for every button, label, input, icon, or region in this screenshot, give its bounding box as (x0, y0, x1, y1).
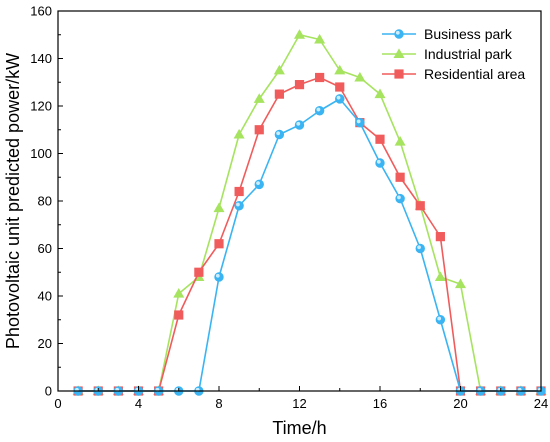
data-point (214, 239, 224, 249)
data-point (194, 267, 204, 277)
data-point (454, 278, 467, 289)
data-point-highlight (437, 316, 442, 321)
x-tick-label: 0 (54, 396, 61, 411)
x-tick-label: 12 (292, 396, 306, 411)
y-axis-title: Photovoltaic unit predicted power/kW (3, 53, 23, 349)
y-tick-label: 140 (30, 51, 52, 66)
data-point-highlight (296, 121, 301, 126)
plot-frame (57, 10, 542, 392)
y-tick-label: 80 (38, 194, 52, 209)
legend-item: Residential area (382, 66, 525, 82)
data-point (294, 80, 305, 90)
data-point-highlight (376, 159, 381, 164)
data-point (335, 82, 345, 92)
data-point (415, 201, 425, 211)
x-tick-label: 16 (373, 396, 387, 411)
data-point (314, 33, 326, 44)
x-tick-label: 4 (135, 396, 142, 411)
plot-area (58, 11, 541, 391)
data-point-highlight (236, 202, 240, 207)
x-axis-title: Time/h (272, 418, 326, 438)
legend-marker (394, 29, 404, 39)
legend-marker (394, 69, 404, 79)
data-point (254, 125, 264, 135)
data-point (415, 243, 425, 254)
data-point (315, 72, 325, 83)
data-point (174, 310, 184, 320)
legend: Business park Industrial park Residential … (382, 26, 525, 82)
data-point-highlight (215, 273, 220, 278)
legend-marker (393, 48, 405, 59)
data-point (314, 106, 325, 116)
data-point (253, 93, 265, 103)
data-point (213, 202, 225, 213)
x-tick-label: 20 (453, 396, 467, 411)
data-point (234, 186, 244, 197)
data-point-highlight (336, 95, 341, 100)
data-point (254, 179, 264, 190)
x-tick-label: 24 (534, 396, 548, 411)
data-point (435, 232, 445, 242)
data-point (435, 315, 446, 325)
data-point (294, 120, 305, 130)
data-point-highlight (276, 131, 281, 136)
legend-label: Industrial park (424, 46, 513, 62)
y-tick-label: 60 (38, 241, 52, 256)
legend-marker-highlight (395, 30, 400, 35)
y-tick-label: 20 (38, 336, 52, 351)
legend-item: Business park (382, 26, 513, 42)
data-point-highlight (397, 195, 401, 200)
data-point (214, 272, 224, 282)
axes-layer: 0 4 8 12 16 20 24 0 20 40 60 80 100 120 140 160 (30, 4, 548, 412)
data-point (234, 201, 244, 211)
data-point (334, 64, 346, 75)
data-point (394, 135, 406, 146)
y-tick-label: 40 (38, 289, 52, 304)
legend-label: Business park (424, 26, 513, 42)
legend-item: Industrial park (382, 46, 513, 62)
data-point (395, 172, 405, 182)
data-point (434, 271, 446, 282)
data-point (354, 71, 366, 82)
data-point-highlight (316, 107, 321, 112)
data-point (374, 88, 386, 99)
plot-background (58, 11, 541, 391)
data-point-highlight (356, 119, 361, 124)
x-tick-label: 8 (215, 396, 222, 411)
data-point (274, 129, 285, 140)
y-tick-label: 120 (30, 99, 52, 114)
data-point-highlight (417, 245, 421, 250)
data-point (355, 117, 365, 128)
data-point (173, 287, 185, 298)
data-point-highlight (256, 181, 260, 186)
data-point (375, 134, 385, 144)
data-point (293, 29, 306, 39)
y-tick-label: 0 (45, 384, 52, 399)
data-point (395, 193, 405, 204)
data-point (274, 89, 284, 99)
legend-label: Residential area (424, 66, 525, 82)
y-tick-label: 160 (30, 4, 52, 19)
data-point (335, 94, 345, 104)
data-point (233, 128, 245, 139)
y-tick-label: 100 (30, 146, 52, 161)
data-point (375, 158, 385, 168)
data-point (273, 64, 285, 75)
